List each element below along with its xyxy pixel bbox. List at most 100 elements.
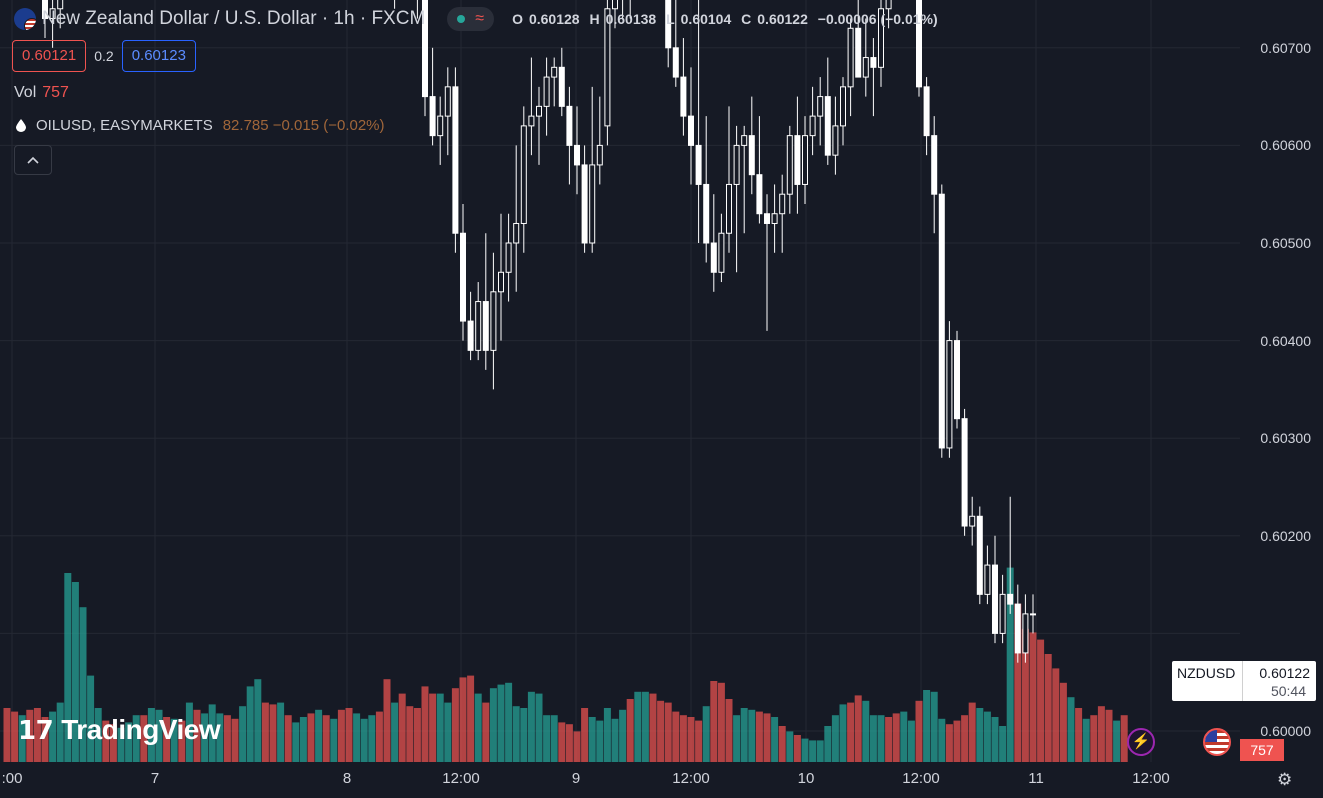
volume-bar <box>170 718 178 762</box>
candle-body <box>475 301 482 351</box>
volume-bar <box>459 677 467 762</box>
trade-buttons: 0.60121 0.2 0.60123 <box>12 40 196 72</box>
buy-button[interactable]: 0.60123 <box>121 40 196 72</box>
bar-countdown: 50:44 <box>1270 683 1306 699</box>
high-value: 0.60138 <box>605 11 657 27</box>
volume-bar <box>277 702 285 762</box>
volume-bar <box>748 709 756 762</box>
candle-body <box>832 125 839 156</box>
candle-body <box>437 115 444 137</box>
candle-body <box>954 340 960 420</box>
nzd-usd-flag-icon <box>14 8 36 30</box>
candle-body <box>878 8 884 68</box>
candle-body <box>817 96 824 117</box>
volume-bar <box>1105 709 1113 762</box>
chart-header: New Zealand Dollar / U.S. Dollar · 1h · … <box>14 6 944 32</box>
sell-button[interactable]: 0.60121 <box>12 40 87 72</box>
volume-bar <box>299 717 307 762</box>
candle-body <box>961 418 968 527</box>
volume-bar <box>740 708 748 762</box>
volume-bar <box>672 711 680 762</box>
volume-bar <box>550 715 558 762</box>
candle-body <box>566 105 573 146</box>
volume-bar <box>482 702 490 762</box>
volume-bar <box>1037 639 1045 762</box>
volume-bar <box>558 722 566 762</box>
candle-body <box>513 222 520 244</box>
candle-body <box>733 144 740 185</box>
time-axis-label: 12:00 <box>442 770 480 787</box>
volume-bar <box>185 702 193 762</box>
candle-body <box>467 320 474 351</box>
candle-body <box>764 213 770 224</box>
overlay-legend-oilusd[interactable]: OILUSD, EASYMARKETS 82.785 −0.015 (−0.02… <box>16 117 385 134</box>
volume-bar <box>824 726 832 762</box>
candle-body <box>42 0 48 20</box>
volume-bar <box>755 711 763 762</box>
candle-body <box>490 291 497 351</box>
volume-legend[interactable]: Vol 757 <box>14 84 69 102</box>
volume-bar <box>398 693 406 762</box>
volume-bar <box>634 691 642 762</box>
candle-body <box>802 135 808 185</box>
volume-bar <box>695 720 703 762</box>
volume-bar <box>1021 628 1029 762</box>
volume-bar <box>854 695 862 762</box>
candle-body <box>786 135 793 195</box>
open-value: 0.60128 <box>528 11 580 27</box>
tradingview-logo[interactable]: 𝟭𝟳 TradingView <box>18 714 221 746</box>
volume-bar <box>436 693 444 762</box>
volume-bar <box>778 726 786 762</box>
ohlc-readout: O 0.60128 H 0.60138 L 0.60104 C 0.60122 −0.0… <box>512 11 944 27</box>
candle-body <box>710 242 717 273</box>
volume-bar <box>345 708 353 762</box>
settings-gear-icon[interactable]: ⚙ <box>1277 770 1293 789</box>
candle-body <box>976 515 983 595</box>
volume-bar <box>1120 715 1128 762</box>
volume-bar <box>1082 718 1090 762</box>
volume-bar <box>945 724 953 762</box>
spread-value: 0.2 <box>94 48 114 64</box>
time-axis-label: 8 <box>342 770 352 787</box>
volume-bar <box>543 715 551 762</box>
volume-bar <box>664 702 672 762</box>
low-value: 0.60104 <box>680 11 732 27</box>
price-axis-label: 0.60700 <box>1260 39 1311 56</box>
candle-body <box>429 96 436 137</box>
collapse-legend-button[interactable] <box>14 145 52 175</box>
volume-bar <box>611 718 619 762</box>
candle-body <box>672 47 679 78</box>
last-price-value: 0.60122 <box>1259 665 1310 681</box>
candle-body <box>748 135 755 176</box>
symbol-title[interactable]: New Zealand Dollar / U.S. Dollar · 1h · … <box>42 8 426 29</box>
volume-bar <box>132 715 140 762</box>
candle-body <box>916 0 922 88</box>
volume-bar <box>710 681 718 762</box>
volume-bar <box>216 713 224 762</box>
market-status-pill[interactable]: ≈ <box>447 7 495 31</box>
time-axis-label: 12:00 <box>672 770 710 787</box>
lightning-icon[interactable]: ⚡ <box>1127 728 1155 756</box>
volume-bar <box>923 690 931 762</box>
volume-bar <box>869 715 877 762</box>
price-axis-label: 0.60000 <box>1260 723 1311 739</box>
volume-bar <box>467 675 475 762</box>
candle-body <box>862 57 869 78</box>
us-flag-event-icon[interactable] <box>1203 728 1231 756</box>
volume-axis-badge: 757 <box>1240 739 1284 761</box>
volume-bar <box>801 738 809 762</box>
candle-body <box>680 76 687 117</box>
candle-body <box>695 144 702 185</box>
volume-bar <box>877 715 885 762</box>
volume-bar <box>733 715 741 762</box>
last-price-tag: NZDUSD 0.60122 50:44 <box>1172 661 1316 701</box>
volume-bar <box>337 709 345 762</box>
volume-bar <box>1097 706 1105 762</box>
volume-bar <box>702 706 710 762</box>
volume-bar <box>125 722 133 762</box>
volume-bar <box>1059 682 1067 762</box>
candle-body <box>809 115 816 137</box>
chevron-up-icon <box>27 156 39 164</box>
volume-bar <box>406 706 414 762</box>
